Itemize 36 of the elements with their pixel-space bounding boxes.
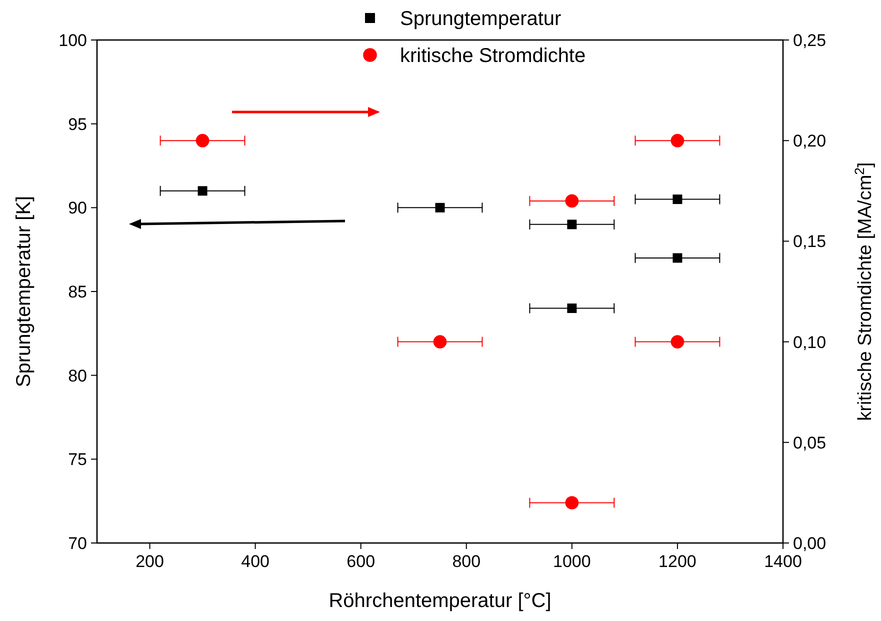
y2-tick-label: 0,15 bbox=[793, 232, 826, 252]
point bbox=[672, 194, 682, 204]
y-tick-label: 90 bbox=[68, 198, 87, 218]
y-axis-title: Sprungtemperatur [K] bbox=[13, 196, 35, 388]
y-tick-label: 85 bbox=[68, 282, 87, 302]
y-tick-label: 95 bbox=[68, 114, 87, 134]
x-tick-label: 400 bbox=[241, 552, 270, 571]
point bbox=[567, 304, 577, 314]
y2-tick-label: 0,10 bbox=[793, 332, 826, 352]
y2-tick-label: 0,05 bbox=[793, 433, 826, 452]
y2-tick-label: 0,25 bbox=[793, 31, 826, 50]
point bbox=[196, 134, 210, 148]
point bbox=[433, 335, 447, 348]
y-tick-label: 100 bbox=[58, 31, 87, 50]
x-tick-label: 1000 bbox=[553, 552, 591, 571]
x-axis-title: Röhrchentemperatur [°C] bbox=[328, 590, 552, 612]
y-tick-label: 80 bbox=[68, 366, 87, 386]
y2-tick-label: 0,20 bbox=[793, 132, 826, 151]
y-tick-label: 75 bbox=[68, 450, 87, 470]
x-tick-label: 1400 bbox=[764, 552, 802, 571]
y-tick-label: 70 bbox=[68, 534, 87, 553]
point bbox=[435, 202, 445, 212]
legend-label: Sprungtemperatur bbox=[400, 8, 562, 30]
point bbox=[670, 134, 684, 148]
point bbox=[672, 253, 682, 263]
x-tick-label: 800 bbox=[452, 552, 481, 571]
point bbox=[565, 194, 579, 208]
point bbox=[198, 186, 208, 196]
x-tick-label: 1200 bbox=[658, 552, 696, 571]
x-tick-label: 200 bbox=[136, 552, 164, 571]
point bbox=[567, 220, 577, 230]
point bbox=[670, 335, 684, 348]
x-tick-label: 600 bbox=[346, 552, 376, 571]
legend-label: kritische Stromdichte bbox=[400, 45, 586, 67]
y2-tick-label: 0,00 bbox=[793, 534, 826, 553]
point bbox=[565, 496, 579, 510]
